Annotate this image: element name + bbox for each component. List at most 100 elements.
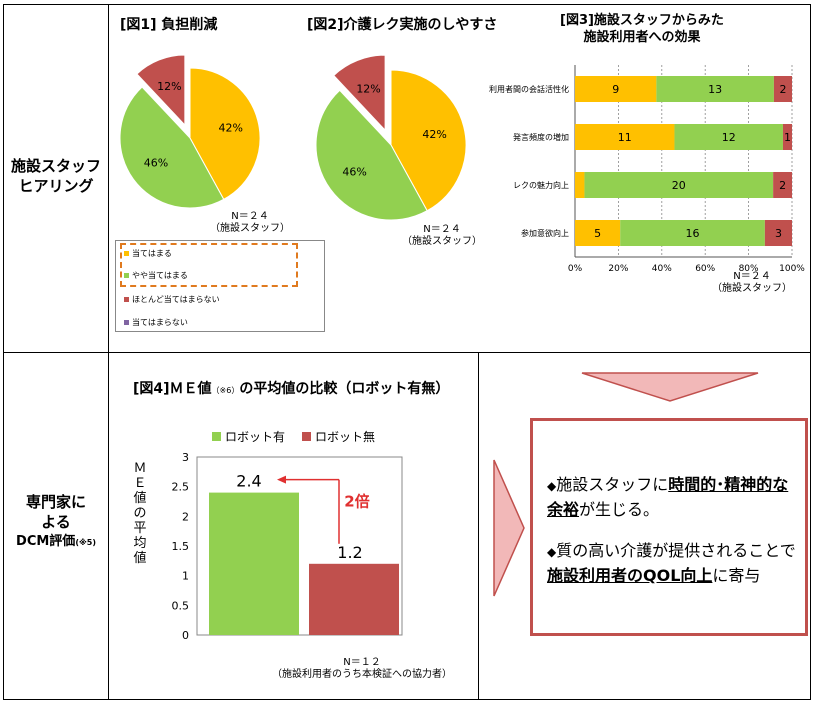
bullet2-emphasis: 施設利用者のQOL向上 xyxy=(547,566,713,585)
fig1-pie: 42% 46% 12% xyxy=(119,54,261,209)
legend-swatch xyxy=(124,320,129,325)
fig3-n: N＝２４ （施設スタッフ） xyxy=(712,271,792,295)
fig3-title: [図3]施設スタッフからみた 施設利用者への効果 xyxy=(560,12,724,46)
pie-data-label: 46% xyxy=(342,165,366,178)
bar-segment xyxy=(656,76,774,102)
fig4-title-note: （※6） xyxy=(211,386,240,395)
bar-data-label: 2 xyxy=(779,83,786,96)
legend-item: やや当てはまる xyxy=(124,270,188,281)
row1-label: 施設スタッフ ヒアリング xyxy=(4,156,108,196)
pie-slice xyxy=(390,69,467,212)
fig1-title: [図1] 負担削減 xyxy=(120,17,218,33)
x-tick-label: 0% xyxy=(568,264,583,274)
bar-data-label: 11 xyxy=(618,131,632,144)
legend-label: 当てはまる xyxy=(132,249,172,258)
y-tick-label: 1.5 xyxy=(172,540,190,553)
x-tick-label: 80% xyxy=(739,264,759,274)
row2-label-line1: 専門家に xyxy=(25,493,86,511)
y-tick-label: 0.5 xyxy=(172,599,190,612)
row2-label-dcm: DCM評価 xyxy=(16,534,76,549)
fig2-title: [図2]介護レク実施のしやすさ xyxy=(307,17,498,33)
bullet1-emphasis: 時間的･精神的な余裕 xyxy=(547,475,789,519)
bar-data-label: 1 xyxy=(784,131,791,144)
bullet2-text: 質の高い介護が提供されることで xyxy=(556,541,796,560)
fig2-n-sub: （施設スタッフ） xyxy=(402,236,482,247)
fig3-title-line2: 施設利用者への効果 xyxy=(583,30,701,45)
bar-segment xyxy=(584,172,774,198)
col-divider-bottom xyxy=(478,352,479,700)
bullet-mark: ◆ xyxy=(547,545,557,559)
fig4-n-sub: （施設利用者のうち本検証への協力者） xyxy=(272,669,452,680)
bar-data-label: 12 xyxy=(722,131,736,144)
fig2-n-label: N＝２４ xyxy=(423,224,461,235)
bar-segment xyxy=(575,172,585,198)
right-arrow xyxy=(493,459,525,597)
bar-segment xyxy=(773,172,792,198)
pie-slice xyxy=(119,86,225,209)
pie-data-label: 42% xyxy=(422,128,446,141)
legend-item: ほとんど当てはまらない xyxy=(124,294,220,305)
bullet1-text-end: が生じる。 xyxy=(579,500,660,519)
bar-data-label: 3 xyxy=(775,227,782,240)
fig3-title-line1: [図3]施設スタッフからみた xyxy=(560,13,724,28)
y-axis-label-char: 均 xyxy=(133,536,146,551)
legend-swatch xyxy=(124,297,129,302)
bar xyxy=(209,492,299,635)
pie-data-label: 46% xyxy=(144,157,168,170)
bar-segment xyxy=(782,124,792,150)
y-tick-label: 1 xyxy=(182,570,189,583)
pie-slice xyxy=(136,54,186,127)
bar-data-label: 2.4 xyxy=(236,472,261,491)
fig1-n-label: N＝２４ xyxy=(231,211,269,222)
y-tick-label: 0 xyxy=(182,629,189,642)
pie-data-label: 12% xyxy=(157,80,181,93)
legend-highlight xyxy=(120,243,298,287)
legend-swatch xyxy=(212,432,221,441)
bar-data-label: 1.2 xyxy=(337,543,362,562)
bullet2-text-end: に寄与 xyxy=(712,566,761,585)
category-label: 参加意欲向上 xyxy=(521,228,569,238)
row2-label-line3: DCM評価(※5) xyxy=(4,532,108,553)
x-tick-label: 40% xyxy=(652,264,672,274)
row2-label-line2: よる xyxy=(41,513,71,531)
pie-slice xyxy=(333,54,386,132)
fig3-n-label: N＝２４ xyxy=(733,271,771,282)
row2-label: 専門家に よる DCM評価(※5) xyxy=(4,492,108,553)
result-box: ◆施設スタッフに時間的･精神的な余裕が生じる。 ◆質の高い介護が提供されることで… xyxy=(530,418,808,636)
bar-data-label: 9 xyxy=(612,83,619,96)
fig3-n-sub: （施設スタッフ） xyxy=(712,283,792,294)
arrow-head xyxy=(277,475,286,484)
result-bullet-2: ◆質の高い介護が提供されることで施設利用者のQOL向上に寄与 xyxy=(547,539,803,588)
y-axis-label-char: Ｍ xyxy=(133,461,146,476)
legend-item: 当てはまらない xyxy=(124,317,188,328)
bar-data-label: 20 xyxy=(672,179,686,192)
x-tick-label: 20% xyxy=(608,264,628,274)
bar-segment xyxy=(674,124,783,150)
x-tick-label: 60% xyxy=(695,264,715,274)
legend-label: 当てはまらない xyxy=(132,318,188,327)
legend-label: ほとんど当てはまらない xyxy=(132,295,220,304)
fig1-n-sub: （施設スタッフ） xyxy=(210,223,290,234)
y-axis-label-char: Ｅ xyxy=(133,476,146,491)
fig4-n-label: N＝１２ xyxy=(343,657,381,668)
fold-annotation: 2倍 xyxy=(344,493,369,511)
pie-slice xyxy=(315,89,428,221)
bar-segment xyxy=(575,124,675,150)
row1-label-line1: 施設スタッフ xyxy=(10,157,101,175)
fig4-title: [図4]ＭＥ値（※6）の平均値の比較（ロボット有無） xyxy=(133,378,449,398)
col-divider xyxy=(108,4,109,700)
y-axis-label-char: 値 xyxy=(133,490,146,506)
x-tick-label: 100% xyxy=(779,264,805,274)
bar-segment xyxy=(620,220,765,246)
bar-segment xyxy=(773,76,792,102)
legend-item: 当てはまる xyxy=(124,248,172,259)
legend-label: やや当てはまる xyxy=(132,271,188,280)
legend-swatch xyxy=(302,432,311,441)
legend-swatch xyxy=(124,251,129,256)
bar-data-label: 13 xyxy=(708,83,722,96)
fig1-n: N＝２４ （施設スタッフ） xyxy=(210,211,290,235)
fig4-title-rest: の平均値の比較（ロボット有無） xyxy=(239,381,450,397)
legend-label: ロボット無 xyxy=(315,429,375,444)
